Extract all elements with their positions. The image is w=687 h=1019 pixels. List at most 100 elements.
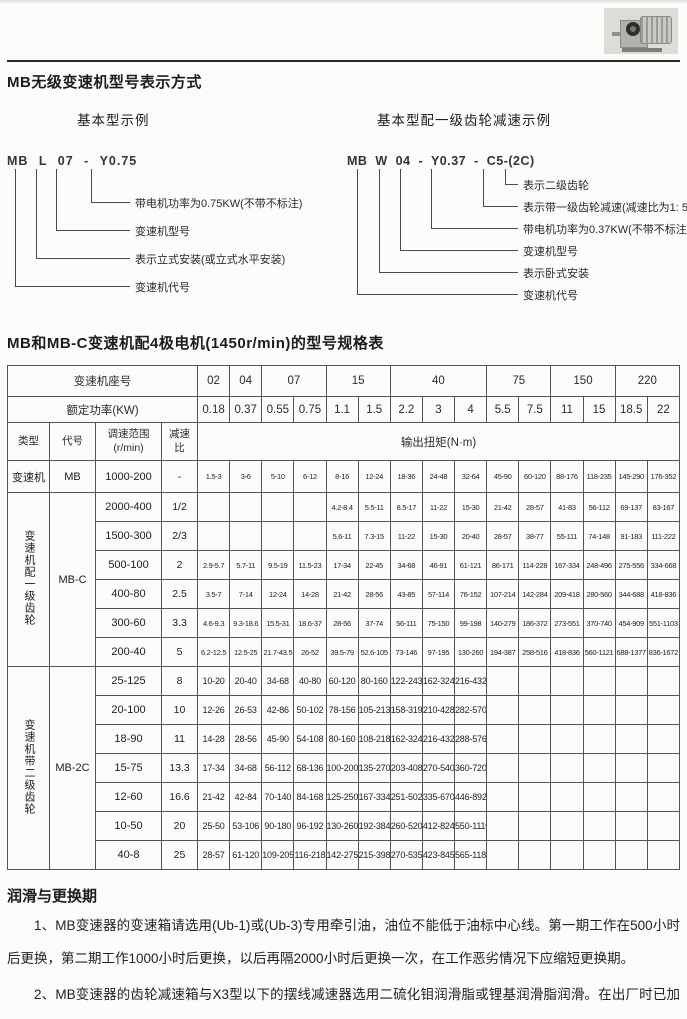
torque-cell [582, 666, 616, 696]
torque-cell: 130-260 [453, 637, 488, 667]
torque-cell: 142-284 [518, 579, 552, 609]
torque-cell: 45-90 [486, 460, 520, 493]
torque-cell: 38-77 [518, 521, 552, 551]
torque-cell [518, 811, 552, 841]
table-row: 200-40 5 6.2-12.5 12.5-25 21.7-43.5 26-52 39.5… [8, 637, 681, 667]
connector-line [483, 169, 518, 207]
torque-cell: 28-56 [229, 724, 263, 754]
torque-cell: 258-516 [518, 637, 552, 667]
basic-model-diagram: 基本型示例 MB L 07 - Y0.75 带电机功率为0.75KW(不带不标注… [7, 92, 347, 306]
torque-cell: 360-720 [453, 753, 488, 783]
torque-cell: 42-86 [261, 695, 295, 725]
torque-cell [196, 521, 231, 551]
connector-line [357, 169, 518, 295]
torque-cell: 551-1103 [646, 608, 681, 638]
torque-cell: 61-121 [453, 550, 488, 580]
torque-cell: 560-1121 [582, 637, 616, 667]
torque-cell: 412-824 [421, 811, 456, 841]
torque-cell: 158-319 [389, 695, 423, 725]
torque-cell: 105-213 [357, 695, 391, 725]
power-row: 额定功率(KW) 0.18 0.37 0.55 0.75 1.1 1.5 2.2 3 4 5.5 7.… [7, 396, 681, 423]
torque-cell [646, 811, 681, 841]
model-designation-diagrams: 基本型示例 MB L 07 - Y0.75 带电机功率为0.75KW(不带不标注… [7, 92, 687, 306]
code-label: 带电机功率为0.75KW(不带不标注) [135, 198, 303, 210]
torque-cell: 37-74 [357, 608, 391, 638]
torque-cell: 14-28 [196, 724, 231, 754]
speed-range-cell: 300-60 [95, 608, 162, 638]
torque-cell: 21-42 [325, 579, 359, 609]
code-label: 变速机型号 [523, 246, 578, 258]
torque-cell: 55-111 [550, 521, 584, 551]
torque-cell: 550-1110 [453, 811, 488, 841]
code-label: 变速机型号 [135, 226, 190, 238]
torque-cell [614, 811, 648, 841]
torque-cell: 17-34 [196, 753, 231, 783]
torque-cell: 11.5-23 [293, 550, 327, 580]
torque-cell: 7-14 [229, 579, 263, 609]
lubrication-para-2: 2、MB变速器的齿轮减速箱与X3型以下的摆线减速器选用二硫化钼润滑脂或锂基润滑脂… [34, 987, 680, 1002]
torque-cell: 194-387 [486, 637, 520, 667]
lubrication-section: 润滑与更换期 1、MB变速器的变速箱请选用(Ub-1)或(Ub-3)专用牵引油，… [7, 885, 680, 1019]
gear-motor-photo [604, 8, 678, 54]
speed-range-cell: 25-125 [95, 666, 162, 696]
torque-cell: 5.7-11 [229, 550, 263, 580]
torque-cell: 4.6-9.3 [196, 608, 231, 638]
torque-cell: 96-192 [293, 811, 327, 841]
torque-cell: 20-40 [229, 666, 263, 696]
code-label: 变速机代号 [135, 282, 190, 294]
torque-cell [550, 753, 584, 783]
table-row: 1500-300 2/3 5.6-11 7.3-15 11-22 15-30 20-40 28… [8, 521, 681, 551]
torque-cell [518, 666, 552, 696]
ratio-cell: 3.3 [161, 608, 198, 638]
torque-cell: 28-56 [325, 608, 359, 638]
torque-cell [646, 666, 681, 696]
ratio-cell: 2/3 [161, 521, 198, 551]
torque-cell: 423-845 [421, 840, 456, 870]
code-cell: MB-2C [49, 666, 96, 870]
torque-cell: 251-502 [389, 782, 423, 812]
torque-cell: 57-114 [421, 579, 456, 609]
torque-cell: 12-24 [261, 579, 295, 609]
torque-cell: 12-26 [196, 695, 231, 725]
lubrication-heading: 润滑与更换期 [7, 888, 98, 905]
torque-cell [646, 840, 681, 870]
torque-cell: 61-120 [229, 840, 263, 870]
column-header-cell: 代号 [49, 422, 96, 461]
table-row: 10-50 20 25-50 53-106 90-180 96-192 130-260 192… [8, 811, 681, 841]
torque-cell [614, 840, 648, 870]
table-row: 18-90 11 14-28 28-56 45-90 54-108 80-160 108-21… [8, 724, 681, 754]
column-header-cell: 调速范围 (r/min) [95, 422, 162, 461]
torque-cell: 248-496 [582, 550, 616, 580]
torque-cell: 15.5-31 [261, 608, 295, 638]
page-header [7, 0, 680, 62]
torque-cell [550, 840, 584, 870]
power-cell: 18.5 [614, 396, 648, 423]
ratio-cell: 16.6 [161, 782, 198, 812]
ratio-cell: 2.5 [161, 579, 198, 609]
power-cell: 3 [421, 396, 456, 423]
torque-cell: 454-909 [614, 608, 648, 638]
type-cell: 变速机 [7, 460, 50, 493]
torque-cell [261, 492, 295, 522]
torque-cell [196, 492, 231, 522]
torque-cell: 88-176 [550, 460, 584, 493]
torque-cell: 14-28 [293, 579, 327, 609]
speed-range-cell: 18-90 [95, 724, 162, 754]
torque-cell: 24-48 [421, 460, 456, 493]
ratio-cell: - [161, 460, 198, 493]
code-label: 表示立式安装(或立式水平安装) [135, 254, 286, 266]
torque-cell: 335-670 [421, 782, 456, 812]
torque-cell [229, 492, 263, 522]
torque-cell: 6-12 [293, 460, 327, 493]
table-row: 40-8 25 28-57 61-120 109-205 116-218 142-275 21… [8, 840, 681, 870]
torque-cell: 836-1672 [646, 637, 681, 667]
torque-cell: 69-137 [614, 492, 648, 522]
ratio-cell: 2 [161, 550, 198, 580]
speed-range-cell: 1000-200 [95, 460, 162, 493]
torque-cell [486, 840, 520, 870]
torque-cell: 56-112 [261, 753, 295, 783]
torque-cell: 344-688 [614, 579, 648, 609]
torque-cell: 60-120 [325, 666, 359, 696]
torque-cell: 3-6 [229, 460, 263, 493]
